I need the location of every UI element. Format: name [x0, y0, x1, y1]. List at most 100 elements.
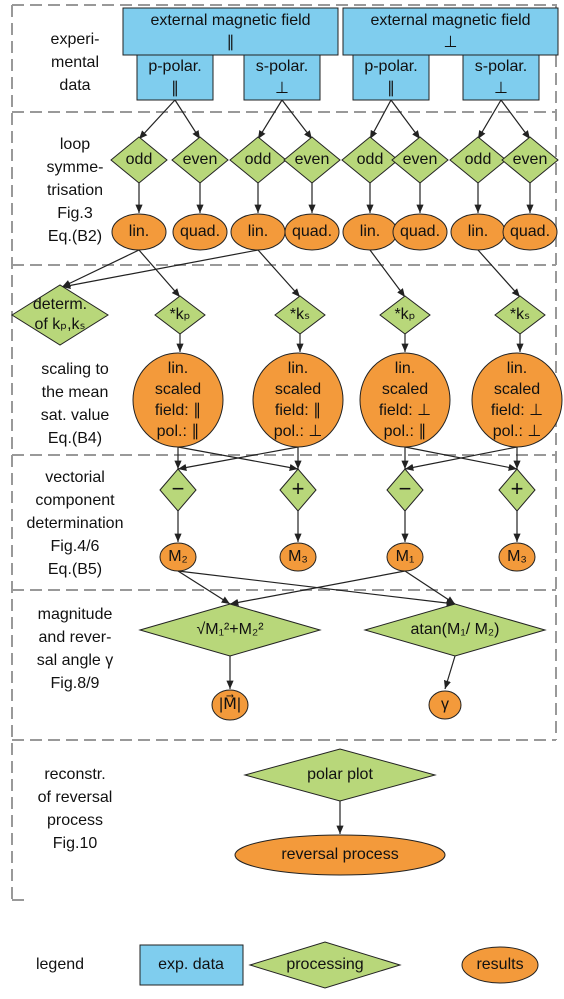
arrow [257, 99, 283, 140]
ellipse [211, 689, 249, 721]
diamond [498, 468, 536, 512]
label: and rever- [39, 629, 112, 646]
label: lin. [168, 360, 188, 377]
ellipse [498, 542, 536, 572]
label: Fig.4/6 [51, 538, 100, 555]
label: *kₛ [290, 306, 310, 323]
box [352, 54, 430, 101]
box [122, 7, 339, 56]
label: lin. [129, 223, 149, 240]
label: pol.: ∥ [157, 423, 200, 440]
arrow [369, 99, 392, 140]
label: √M₁²+M₂² [196, 621, 264, 638]
ellipse [159, 542, 197, 572]
label: s-polar. [475, 58, 527, 75]
ellipse [252, 352, 344, 448]
diamond [243, 748, 437, 802]
box [462, 54, 540, 101]
label: field: ⊥ [379, 402, 431, 419]
label: lin. [360, 223, 380, 240]
ellipse [234, 834, 446, 876]
ellipse [471, 352, 563, 448]
label: symme- [47, 159, 104, 176]
label: odd [245, 151, 272, 168]
arrow [500, 99, 531, 140]
diamond [283, 136, 341, 184]
ellipse [392, 213, 448, 251]
label: loop [60, 136, 90, 153]
box [342, 7, 559, 56]
arrow [177, 570, 231, 605]
label: γ [441, 696, 449, 713]
arrow [477, 99, 502, 140]
label: ∥ [227, 34, 235, 51]
diamond [279, 468, 317, 512]
label: pol.: ∥ [384, 423, 427, 440]
label: processing [286, 956, 363, 973]
label: odd [357, 151, 384, 168]
label: odd [465, 151, 492, 168]
ellipse [386, 542, 424, 572]
label: scaled [494, 381, 540, 398]
diamond [363, 603, 547, 657]
label: ∥ [387, 80, 395, 97]
label: scaled [382, 381, 428, 398]
label: field: ∥ [155, 402, 201, 419]
label: scaled [275, 381, 321, 398]
label: the mean [42, 384, 109, 401]
label: mental [51, 54, 99, 71]
label: Fig.10 [53, 835, 98, 852]
label: quad. [510, 223, 550, 240]
label: quad. [292, 223, 332, 240]
label: magnitude [38, 606, 113, 623]
arrow [281, 99, 313, 140]
label: scaled [155, 381, 201, 398]
label: data [59, 77, 90, 94]
label: scaling to [41, 361, 109, 378]
label: process [47, 812, 103, 829]
label: *kₛ [510, 306, 530, 323]
label: quad. [400, 223, 440, 240]
diamond [11, 284, 109, 346]
ellipse [461, 946, 539, 984]
label: *kₚ [169, 306, 190, 323]
label: reversal process [281, 846, 398, 863]
label: + [511, 476, 524, 501]
ellipse [279, 542, 317, 572]
ellipse [428, 690, 462, 720]
label: lin. [468, 223, 488, 240]
label: Fig.3 [57, 205, 93, 222]
ellipse [111, 213, 167, 251]
diamond [248, 941, 402, 989]
arrow [177, 446, 299, 472]
arrow [404, 446, 518, 471]
label: M₃ [288, 548, 308, 565]
arrow [404, 570, 456, 605]
label: exp. data [158, 956, 224, 973]
label: even [513, 151, 548, 168]
label: field: ∥ [275, 402, 321, 419]
label: external magnetic field [370, 12, 530, 29]
diamond [391, 136, 449, 184]
label: legend [36, 956, 84, 973]
label: lin. [248, 223, 268, 240]
label: *kₚ [394, 306, 415, 323]
label: M₁ [396, 548, 415, 565]
label: Eq.(B2) [48, 228, 102, 245]
label: Eq.(B5) [48, 561, 102, 578]
arrow [443, 655, 456, 690]
label: ⊥ [444, 34, 458, 51]
label: M₃ [507, 548, 527, 565]
box [243, 54, 321, 101]
label: results [476, 956, 523, 973]
arrow [477, 249, 521, 298]
label: determ. [33, 296, 87, 313]
label: of kₚ,kₛ [34, 316, 85, 333]
label: Fig.8/9 [51, 675, 100, 692]
label: − [172, 476, 185, 501]
label: polar plot [307, 766, 373, 783]
label: p-polar. [148, 58, 201, 75]
label: atan(M₁/ M₂) [411, 621, 500, 638]
label: determination [27, 515, 124, 532]
